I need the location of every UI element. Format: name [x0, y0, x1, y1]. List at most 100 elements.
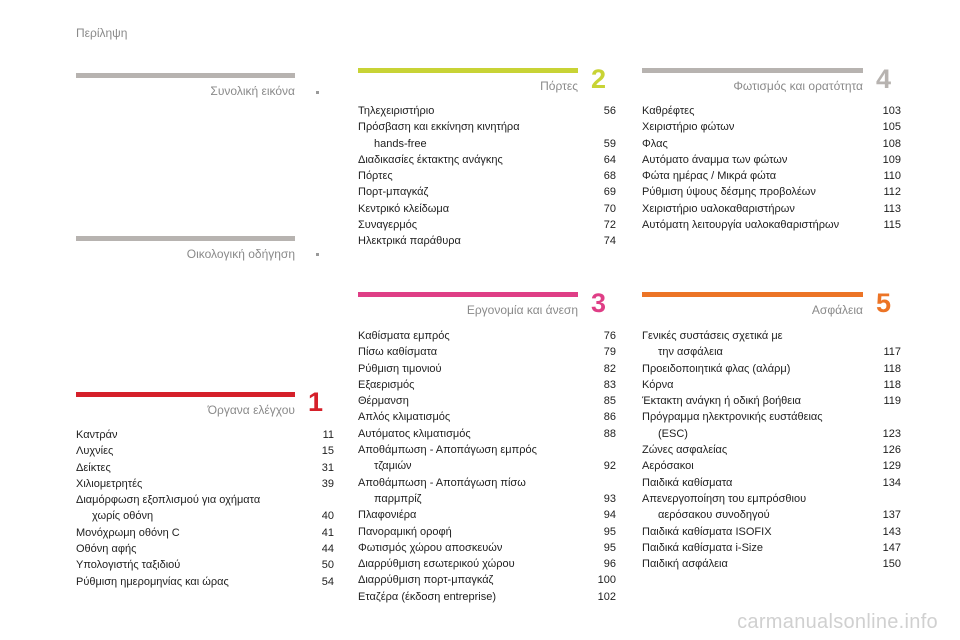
toc-entry-label: Μονόχρωμη οθόνη C [76, 525, 304, 541]
toc-entry-page: 117 [883, 346, 901, 359]
toc-entry-label-line1: Καθίσματα εμπρός [358, 330, 450, 342]
toc-entry[interactable]: Πόρτες 68 [358, 168, 616, 184]
toc-entry[interactable]: Γενικές συστάσεις σχετικά με την ασφάλεια… [642, 328, 901, 361]
toc-entry[interactable]: Πλαφονιέρα 94 [358, 507, 616, 523]
toc-entry-label: Πρόγραμμα ηλεκτρονικής ευστάθειας (ESC) [642, 409, 871, 442]
toc-entry-label-line1: Μονόχρωμη οθόνη C [76, 526, 180, 539]
toc-entry[interactable]: Απλός κλιματισμός 86 [358, 409, 616, 425]
lighting-title[interactable]: Φωτισμός και ορατότητα [733, 79, 863, 93]
toc-entry[interactable]: Πίσω καθίσματα 79 [358, 344, 616, 360]
toc-entry-page: 15 [321, 445, 334, 458]
toc-entry[interactable]: Φλας 108 [642, 136, 901, 152]
toc-entry-label: Οθόνη αφής [76, 541, 304, 557]
toc-entry[interactable]: Χιλιομετρητές 39 [76, 476, 334, 492]
controls-bar [76, 392, 295, 397]
toc-entry[interactable]: Παιδικά καθίσματα i-Size 147 [642, 540, 901, 556]
toc-entry[interactable]: Αυτόματη λειτουργία υαλοκαθαριστήρων 115 [642, 217, 901, 233]
toc-entry-page: 134 [882, 476, 901, 489]
controls-title[interactable]: Όργανα ελέγχου [207, 403, 295, 417]
toc-entry[interactable]: Πρόγραμμα ηλεκτρονικής ευστάθειας (ESC) 12… [642, 409, 901, 442]
toc-entry[interactable]: Προειδοποιητικά φλας (αλάρμ) 118 [642, 361, 901, 377]
toc-entry[interactable]: Παιδική ασφάλεια 150 [642, 556, 901, 572]
toc-entry[interactable]: Πανοραμική οροφή 95 [358, 524, 616, 540]
toc-entry[interactable]: Καντράν 11 [76, 427, 334, 443]
eco-title[interactable]: Οικολογική οδήγηση [186, 247, 295, 261]
toc-entry[interactable]: Χειριστήριο υαλοκαθαριστήρων 113 [642, 201, 901, 217]
toc-entry-label-line1: Πίσω καθίσματα [358, 346, 438, 359]
toc-entry[interactable]: Κόρνα 118 [642, 377, 901, 393]
toc-entry-page: 113 [883, 202, 901, 215]
toc-entry[interactable]: Παιδικά καθίσματα ISOFIX 143 [642, 524, 901, 540]
toc-entry-page: 118 [883, 362, 901, 375]
toc-entry-label: Έκτακτη ανάγκη ή οδική βοήθεια [642, 393, 871, 409]
toc-entry-page: 94 [603, 509, 616, 522]
toc-entry[interactable]: Διαρρύθμιση πορτ-μπαγκάζ 100 [358, 572, 616, 588]
toc-entry[interactable]: Διαδικασίες έκτακτης ανάγκης 64 [358, 152, 616, 168]
toc-entry-page: 137 [882, 509, 901, 522]
toc-entry-label: Συναγερμός [358, 217, 586, 233]
toc-entry-label: Λυχνίες [76, 443, 304, 459]
controls-entries: Καντράν 11 Λυχνίες 15 Δείκτες 31 Χιλιομετρητές… [76, 427, 334, 590]
toc-entry[interactable]: Διαρρύθμιση εσωτερικού χώρου 96 [358, 556, 616, 572]
safety-title[interactable]: Ασφάλεια [811, 303, 863, 317]
toc-entry[interactable]: Υπολογιστής ταξιδιού 50 [76, 557, 334, 573]
toc-entry[interactable]: Φώτα ημέρας / Μικρά φώτα 110 [642, 168, 901, 184]
toc-entry-label: Φλας [642, 136, 871, 152]
toc-entry-label-line1: Πορτ-μπαγκάζ [358, 186, 429, 199]
eco-bar [76, 236, 295, 241]
toc-entry-page: 110 [883, 170, 901, 183]
toc-entry[interactable]: Εταζέρα (έκδοση entreprise) 102 [358, 589, 616, 605]
toc-entry[interactable]: Αυτόματο άναμμα των φώτων 109 [642, 152, 901, 168]
toc-entry-label-line1: Συναγερμός [358, 219, 418, 232]
toc-entry[interactable]: Οθόνη αφής 44 [76, 541, 334, 557]
toc-entry-page: 64 [603, 153, 616, 166]
toc-entry[interactable]: Τηλεχειριστήριο 56 [358, 103, 616, 119]
toc-entry[interactable]: Αυτόματος κλιματισμός 88 [358, 426, 616, 442]
toc-entry[interactable]: Αποθάμπωση - Αποπάγωση πίσω παρμπρίζ 93 [358, 475, 616, 508]
toc-entry-label-line1: Κεντρικό κλείδωμα [358, 202, 450, 215]
toc-entry[interactable]: Ηλεκτρικά παράθυρα 74 [358, 233, 616, 249]
toc-entry-label-line1: Παιδικά καθίσματα ISOFIX [642, 525, 772, 538]
toc-entry[interactable]: Θέρμανση 85 [358, 393, 616, 409]
toc-entry[interactable]: Φωτισμός χώρου αποσκευών 95 [358, 540, 616, 556]
toc-entry[interactable]: Πορτ-μπαγκάζ 69 [358, 184, 616, 200]
toc-entry-label-line1: Διαρρύθμιση εσωτερικού χώρου [358, 558, 515, 571]
toc-entry[interactable]: Λυχνίες 15 [76, 443, 334, 459]
toc-entry-label-line2: παρμπρίζ [374, 492, 422, 505]
doors-title[interactable]: Πόρτες [540, 79, 578, 93]
toc-entry[interactable]: Δείκτες 31 [76, 460, 334, 476]
toc-entry[interactable]: Ρύθμιση ημερομηνίας και ώρας 54 [76, 574, 334, 590]
doors-number: 2 [591, 64, 607, 94]
toc-entry-label: Εταζέρα (έκδοση entreprise) [358, 589, 586, 605]
toc-entry-label: Πορτ-μπαγκάζ [358, 184, 586, 200]
toc-entry[interactable]: Αποθάμπωση - Αποπάγωση εμπρός τζαμιών 92 [358, 442, 616, 475]
toc-entry[interactable]: Χειριστήριο φώτων 105 [642, 119, 901, 135]
toc-entry[interactable]: Αερόσακοι 129 [642, 458, 901, 474]
overview-bar [76, 73, 295, 78]
toc-entry-label: Διαμόρφωση εξοπλισμού για οχήματα χωρίς ο… [76, 492, 304, 525]
toc-entry[interactable]: Εξαερισμός 83 [358, 377, 616, 393]
toc-entry-page: 88 [603, 427, 616, 440]
toc-entry-label-line1: Αυτόματη λειτουργία υαλοκαθαριστήρων [642, 219, 840, 232]
toc-entry-label-line1: Διαμόρφωση εξοπλισμού για οχήματα [76, 494, 261, 507]
toc-entry[interactable]: Ρύθμιση ύψους δέσμης προβολέων 112 [642, 184, 901, 200]
toc-entry[interactable]: Έκτακτη ανάγκη ή οδική βοήθεια 119 [642, 393, 901, 409]
toc-entry[interactable]: Παιδικά καθίσματα 134 [642, 475, 901, 491]
toc-entry[interactable]: Μονόχρωμη οθόνη C 41 [76, 525, 334, 541]
toc-entry-page: 50 [321, 559, 334, 572]
toc-entry[interactable]: Ρύθμιση τιμονιού 82 [358, 361, 616, 377]
ergonomics-title[interactable]: Εργονομία και άνεση [466, 303, 578, 317]
toc-entry[interactable]: Συναγερμός 72 [358, 217, 616, 233]
toc-entry[interactable]: Απενεργοποίηση του εμπρόσθιου αερόσακου σ… [642, 491, 901, 524]
toc-entry-label: Θέρμανση [358, 393, 586, 409]
toc-entry[interactable]: Καθίσματα εμπρός 76 [358, 328, 616, 344]
toc-entry[interactable]: Διαμόρφωση εξοπλισμού για οχήματα χωρίς ο… [76, 492, 334, 525]
toc-entry-label-line1: Διαδικασίες έκτακτης ανάγκης [358, 153, 503, 166]
overview-title[interactable]: Συνολική εικόνα [210, 84, 295, 98]
toc-entry[interactable]: Καθρέφτες 103 [642, 103, 901, 119]
toc-entry[interactable]: Πρόσβαση και εκκίνηση κινητήρα hands-free… [358, 119, 616, 152]
toc-entry[interactable]: Ζώνες ασφαλείας 126 [642, 442, 901, 458]
toc-entry-label-line1: Ρύθμιση ύψους δέσμης προβολέων [642, 186, 816, 199]
toc-entry-label: Κόρνα [642, 377, 871, 393]
toc-entry[interactable]: Κεντρικό κλείδωμα 70 [358, 201, 616, 217]
